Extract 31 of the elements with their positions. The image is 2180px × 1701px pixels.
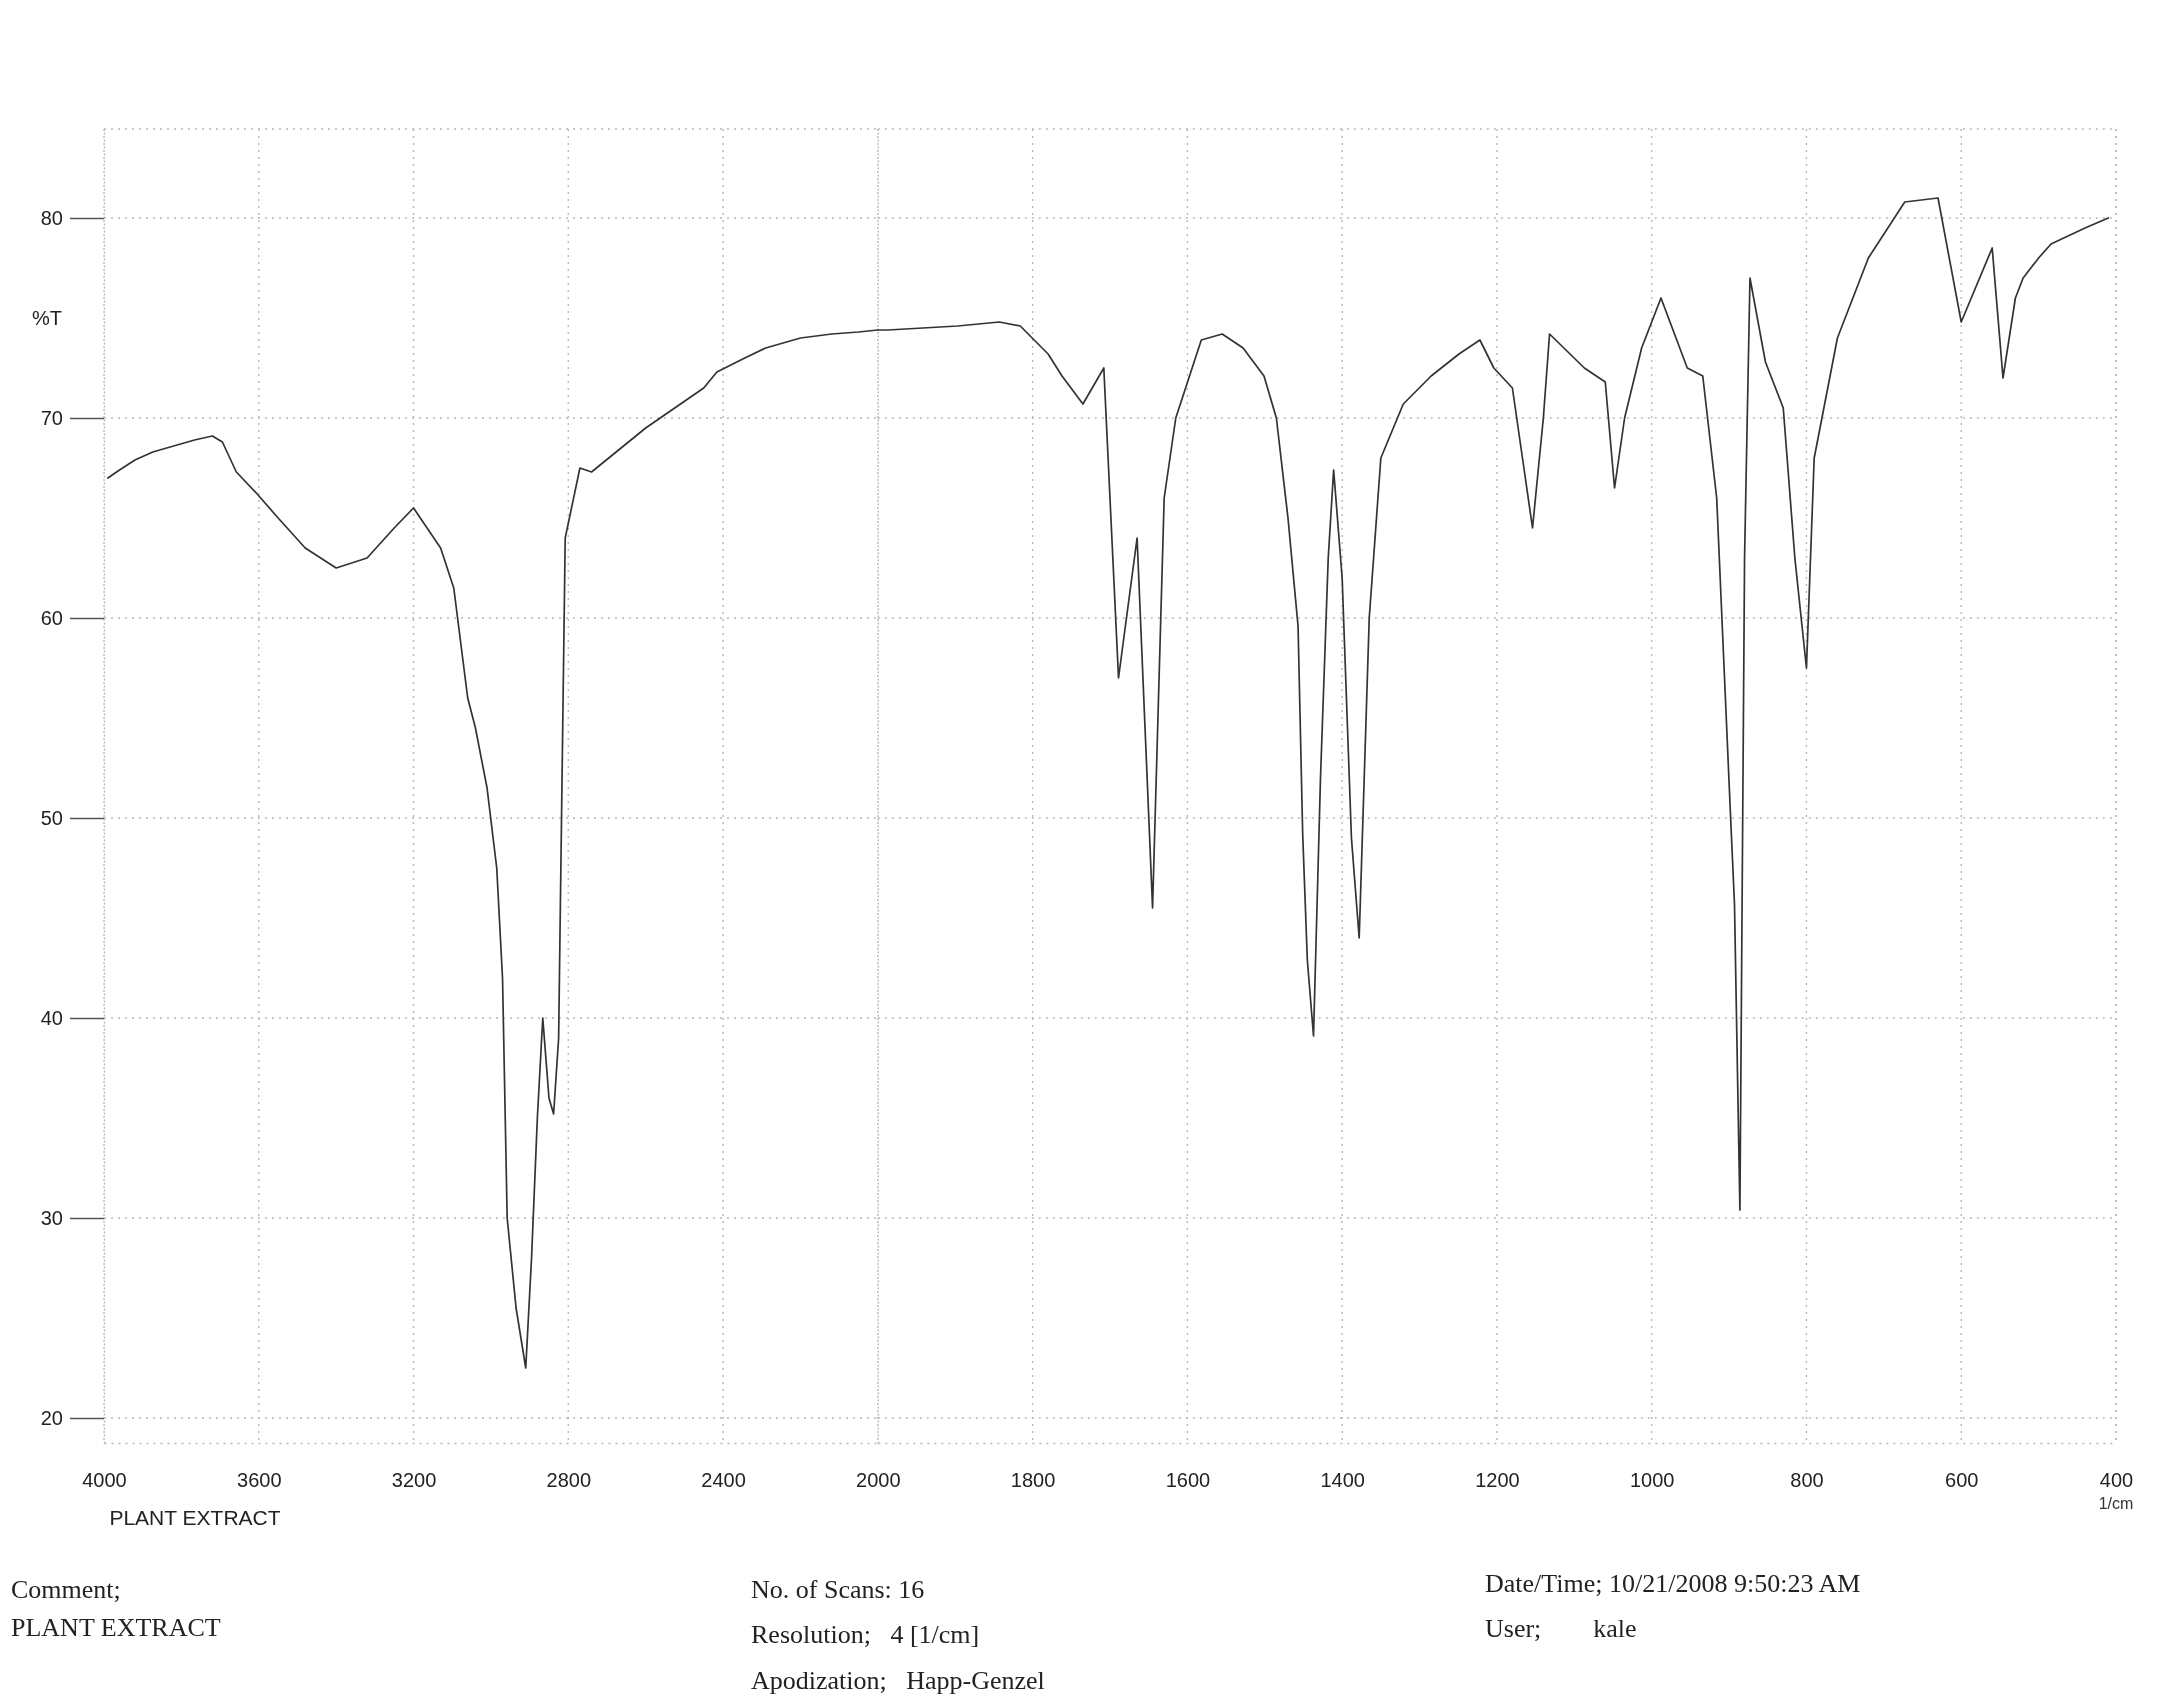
text: PLANT EXTRACT	[109, 1506, 281, 1529]
text: User; kale	[1485, 1614, 1637, 1643]
x-tick-label: 800	[1790, 1469, 1824, 1492]
text: Date/Time; 10/21/2008 9:50:23 AM	[1485, 1569, 1861, 1598]
x-axis-title: 1/cm	[2098, 1495, 2134, 1512]
x-tick-label: 3600	[237, 1469, 282, 1492]
text: PLANT EXTRACT	[11, 1613, 221, 1642]
x-tick-label: 1200	[1475, 1469, 1520, 1492]
x-tick-label: 1600	[1165, 1469, 1211, 1492]
y-tick-label: 20	[40, 1406, 63, 1429]
text: Comment;	[11, 1575, 121, 1604]
x-tick-label: 1000	[1629, 1469, 1675, 1492]
x-tick-label: 2400	[701, 1469, 746, 1492]
y-tick-label: 60	[40, 606, 63, 629]
text: Resolution; 4 [1/cm]	[751, 1620, 980, 1649]
y-tick-label: 80	[40, 206, 63, 229]
x-tick-label: 600	[1945, 1469, 1979, 1492]
x-tick-label: 2800	[546, 1469, 592, 1492]
x-tick-label: 4000	[82, 1469, 127, 1492]
y-tick-label: 30	[40, 1206, 63, 1229]
x-tick-label: 2000	[856, 1469, 901, 1492]
text: Apodization; Happ-Genzel	[751, 1666, 1045, 1695]
y-tick-label: 70	[40, 406, 63, 429]
x-tick-label: 1400	[1320, 1469, 1365, 1492]
y-axis-title: %T	[32, 307, 62, 329]
text: No. of Scans: 16	[751, 1575, 925, 1604]
y-tick-label: 50	[40, 806, 63, 829]
x-tick-label: 3200	[391, 1469, 437, 1492]
y-tick-label: 40	[40, 1006, 63, 1029]
x-tick-label: 1800	[1010, 1469, 1056, 1492]
x-tick-label: 400	[2099, 1469, 2134, 1492]
